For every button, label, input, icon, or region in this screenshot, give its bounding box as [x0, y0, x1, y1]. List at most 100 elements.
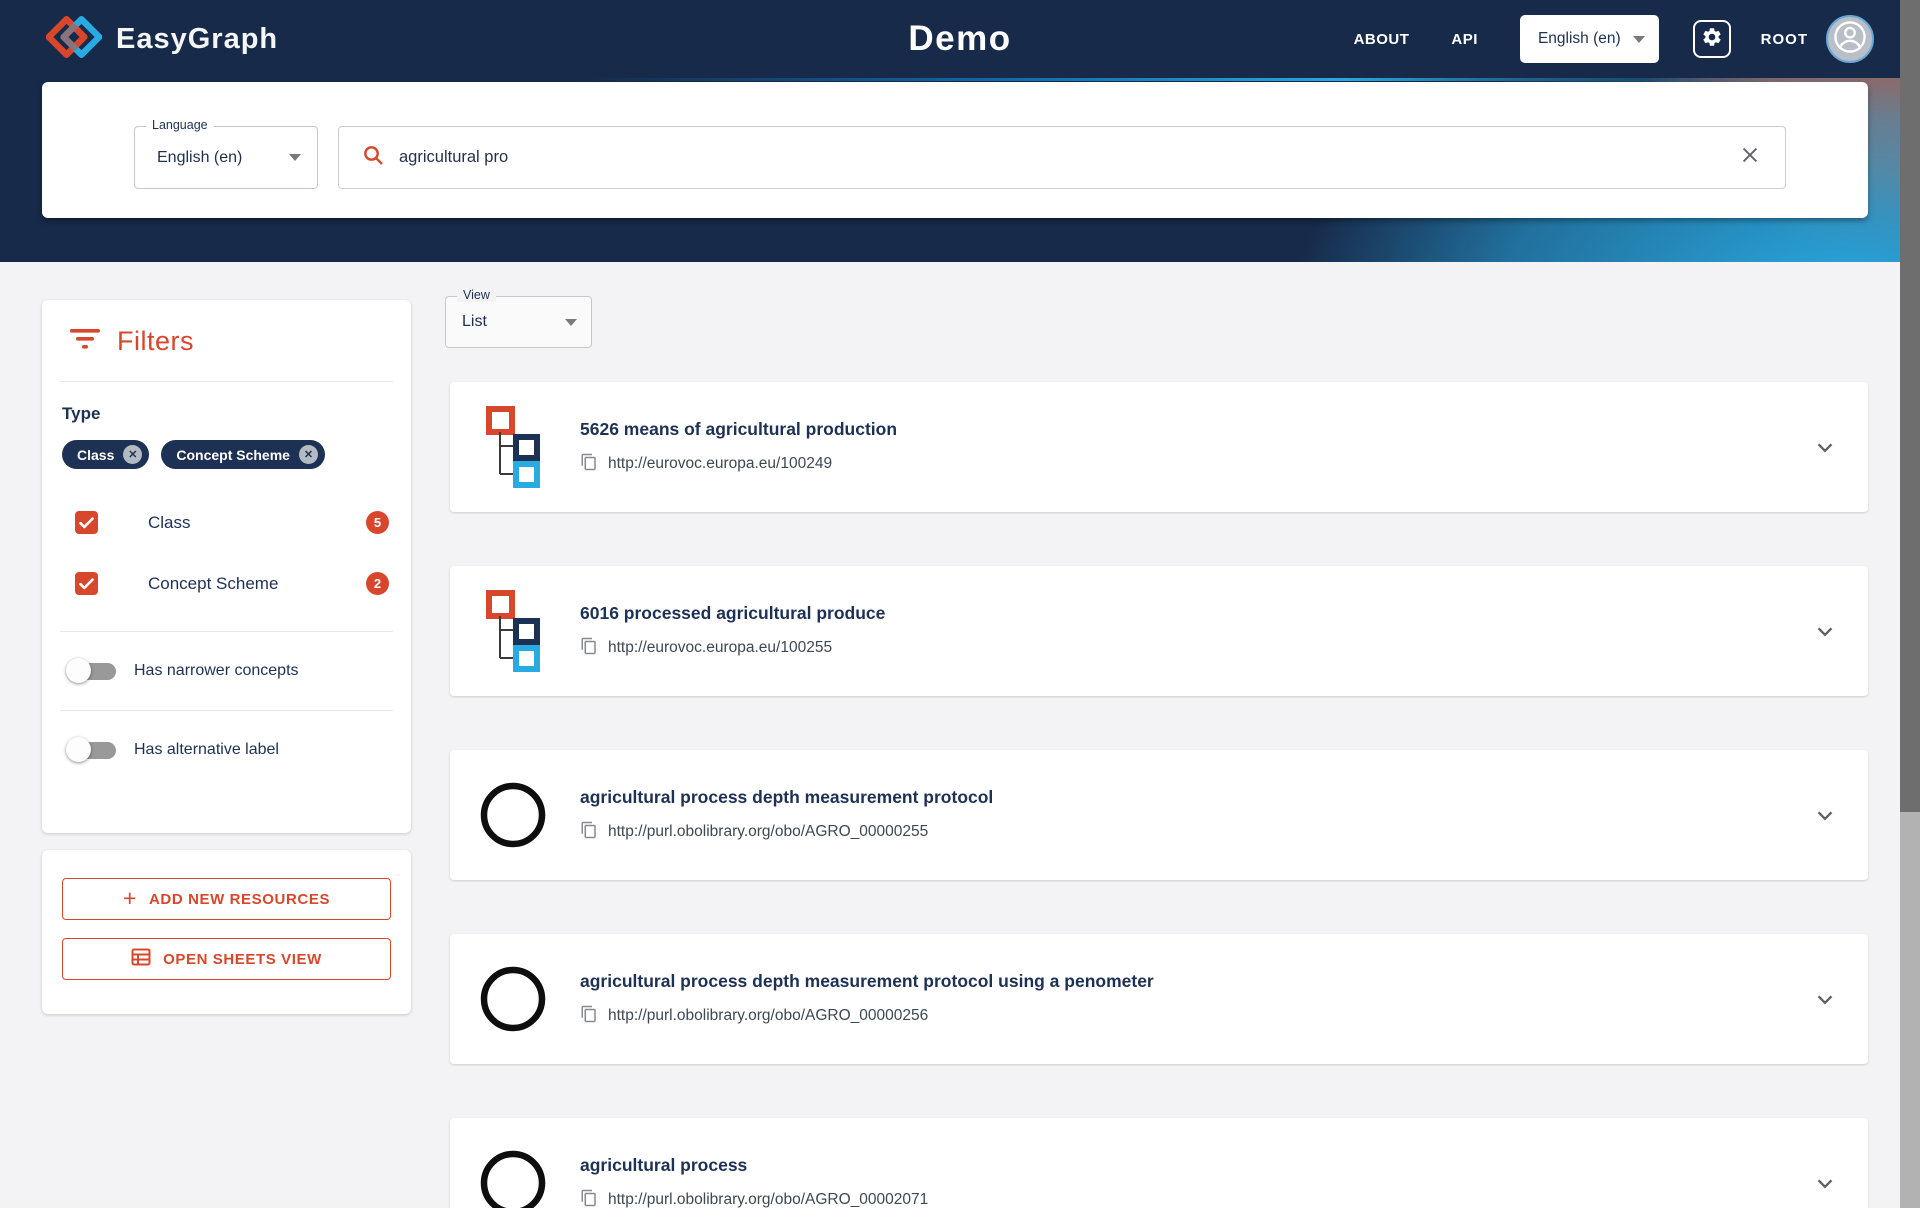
chevron-down-icon [1817, 443, 1833, 453]
result-uri-row: http://purl.obolibrary.org/obo/AGRO_0000… [580, 821, 993, 844]
view-field-value: List [462, 313, 487, 330]
copy-icon[interactable] [580, 821, 598, 844]
toggle-alternative-label: Has alternative label [66, 737, 391, 763]
language-field-value: English (en) [157, 148, 243, 166]
header-language-value: English (en) [1537, 30, 1621, 47]
header-right: ABOUT API English (en) ROOT [1354, 15, 1874, 63]
switch-thumb [66, 658, 91, 683]
view-select[interactable]: View List [445, 288, 592, 348]
main-content: Filters Type Class ✕ Concept Scheme ✕ Cl… [0, 262, 1920, 1208]
search-banner: Language English (en) agricultural pro [0, 78, 1920, 262]
brand-name: EasyGraph [116, 22, 279, 55]
chip-class[interactable]: Class ✕ [62, 440, 150, 469]
checkbox-class[interactable] [75, 511, 98, 534]
toggle-label[interactable]: Has narrower concepts [134, 662, 299, 679]
result-uri-row: http://purl.obolibrary.org/obo/AGRO_0000… [580, 1005, 1154, 1028]
divider [60, 381, 393, 382]
result-title[interactable]: agricultural process depth measurement p… [580, 786, 994, 807]
copy-icon[interactable] [580, 637, 598, 660]
class-icon [478, 1150, 548, 1208]
result-title[interactable]: 5626 means of agricultural production [580, 418, 898, 439]
chevron-down-icon [1817, 811, 1833, 821]
filters-panel: Filters Type Class ✕ Concept Scheme ✕ Cl… [42, 300, 411, 833]
expand-button[interactable] [1808, 1166, 1842, 1200]
expand-button[interactable] [1808, 614, 1842, 648]
result-title[interactable]: 6016 processed agricultural produce [580, 602, 886, 623]
result-uri-row: http://eurovoc.europa.eu/100255 [580, 637, 885, 660]
chevron-down-icon [1817, 995, 1833, 1005]
toggle-switch[interactable] [66, 658, 118, 684]
chip-remove-icon[interactable]: ✕ [123, 445, 143, 464]
copy-icon[interactable] [580, 1005, 598, 1028]
header-language-select[interactable]: English (en) [1519, 15, 1659, 63]
result-title[interactable]: agricultural process depth measurement p… [580, 970, 1154, 991]
search-query-text: agricultural pro [399, 148, 509, 166]
class-icon [478, 782, 548, 848]
vertical-scrollbar[interactable] [1900, 0, 1920, 1208]
result-card[interactable]: agricultural process depth measurement p… [450, 750, 1868, 880]
option-label[interactable]: Concept Scheme [148, 573, 279, 593]
chevron-down-icon [1817, 1179, 1833, 1189]
result-uri-row: http://purl.obolibrary.org/obo/AGRO_0000… [580, 1189, 928, 1208]
result-title[interactable]: agricultural process [580, 1154, 748, 1175]
copy-icon[interactable] [580, 453, 598, 476]
result-text: agricultural process depth measurement p… [580, 787, 993, 844]
chip-concept-scheme[interactable]: Concept Scheme ✕ [161, 440, 325, 469]
result-text: agricultural process depth measurement p… [580, 971, 1154, 1028]
result-card[interactable]: 6016 processed agricultural produce http… [450, 566, 1868, 696]
search-input[interactable]: agricultural pro [338, 126, 1786, 189]
user-name: ROOT [1760, 30, 1808, 48]
result-uri: http://eurovoc.europa.eu/100249 [608, 455, 833, 472]
divider [60, 710, 393, 711]
concept-scheme-icon [478, 590, 548, 672]
language-field-label: Language [146, 118, 214, 132]
caret-down-icon [565, 318, 577, 326]
easygraph-logo-icon [45, 12, 103, 67]
expand-button[interactable] [1808, 982, 1842, 1016]
avatar[interactable] [1826, 15, 1874, 63]
search-language-select[interactable]: Language English (en) [134, 118, 318, 189]
count-badge: 5 [366, 511, 389, 534]
filter-option-class: Class 5 [75, 511, 389, 534]
filters-title: Filters [117, 326, 194, 356]
account-circle-icon [1831, 18, 1869, 61]
chip-label: Class [77, 446, 115, 463]
result-card[interactable]: agricultural process depth measurement p… [450, 934, 1868, 1064]
sheets-icon [131, 947, 151, 971]
result-uri-row: http://eurovoc.europa.eu/100249 [580, 453, 897, 476]
scrollbar-thumb[interactable] [1900, 0, 1920, 812]
toggle-switch[interactable] [66, 737, 118, 763]
view-field-label: View [457, 288, 496, 302]
expand-button[interactable] [1808, 798, 1842, 832]
clear-icon[interactable] [1739, 144, 1761, 171]
type-section-label: Type [62, 404, 101, 423]
plus-icon: + [122, 884, 137, 911]
expand-button[interactable] [1808, 430, 1842, 464]
filter-icon [70, 328, 100, 355]
add-new-resources-button[interactable]: + ADD NEW RESOURCES [62, 878, 391, 920]
gear-icon [1701, 26, 1723, 53]
toggle-label[interactable]: Has alternative label [134, 741, 279, 758]
result-card[interactable]: 5626 means of agricultural production ht… [450, 382, 1868, 512]
nav-api[interactable]: API [1451, 30, 1478, 48]
concept-scheme-icon [478, 406, 548, 488]
option-label[interactable]: Class [148, 512, 191, 532]
chip-label: Concept Scheme [176, 446, 290, 463]
settings-button[interactable] [1692, 20, 1731, 58]
count-badge: 2 [366, 572, 389, 595]
brand[interactable]: EasyGraph [45, 12, 279, 67]
nav-about[interactable]: ABOUT [1353, 30, 1410, 48]
type-chips: Class ✕ Concept Scheme ✕ [62, 440, 411, 469]
class-icon [478, 966, 548, 1032]
actions-panel: + ADD NEW RESOURCES OPEN SHEETS VIEW [42, 850, 411, 1014]
toggle-narrower-concepts: Has narrower concepts [66, 658, 391, 684]
checkbox-concept-scheme[interactable] [75, 572, 98, 595]
copy-icon[interactable] [580, 1189, 598, 1208]
chip-remove-icon[interactable]: ✕ [298, 445, 318, 464]
result-uri: http://purl.obolibrary.org/obo/AGRO_0000… [608, 823, 929, 840]
add-new-resources-label: ADD NEW RESOURCES [149, 890, 331, 908]
result-uri: http://eurovoc.europa.eu/100255 [608, 639, 833, 656]
result-card[interactable]: agricultural process http://purl.obolibr… [450, 1118, 1868, 1208]
filters-header: Filters [42, 300, 411, 357]
open-sheets-view-button[interactable]: OPEN SHEETS VIEW [62, 938, 391, 980]
